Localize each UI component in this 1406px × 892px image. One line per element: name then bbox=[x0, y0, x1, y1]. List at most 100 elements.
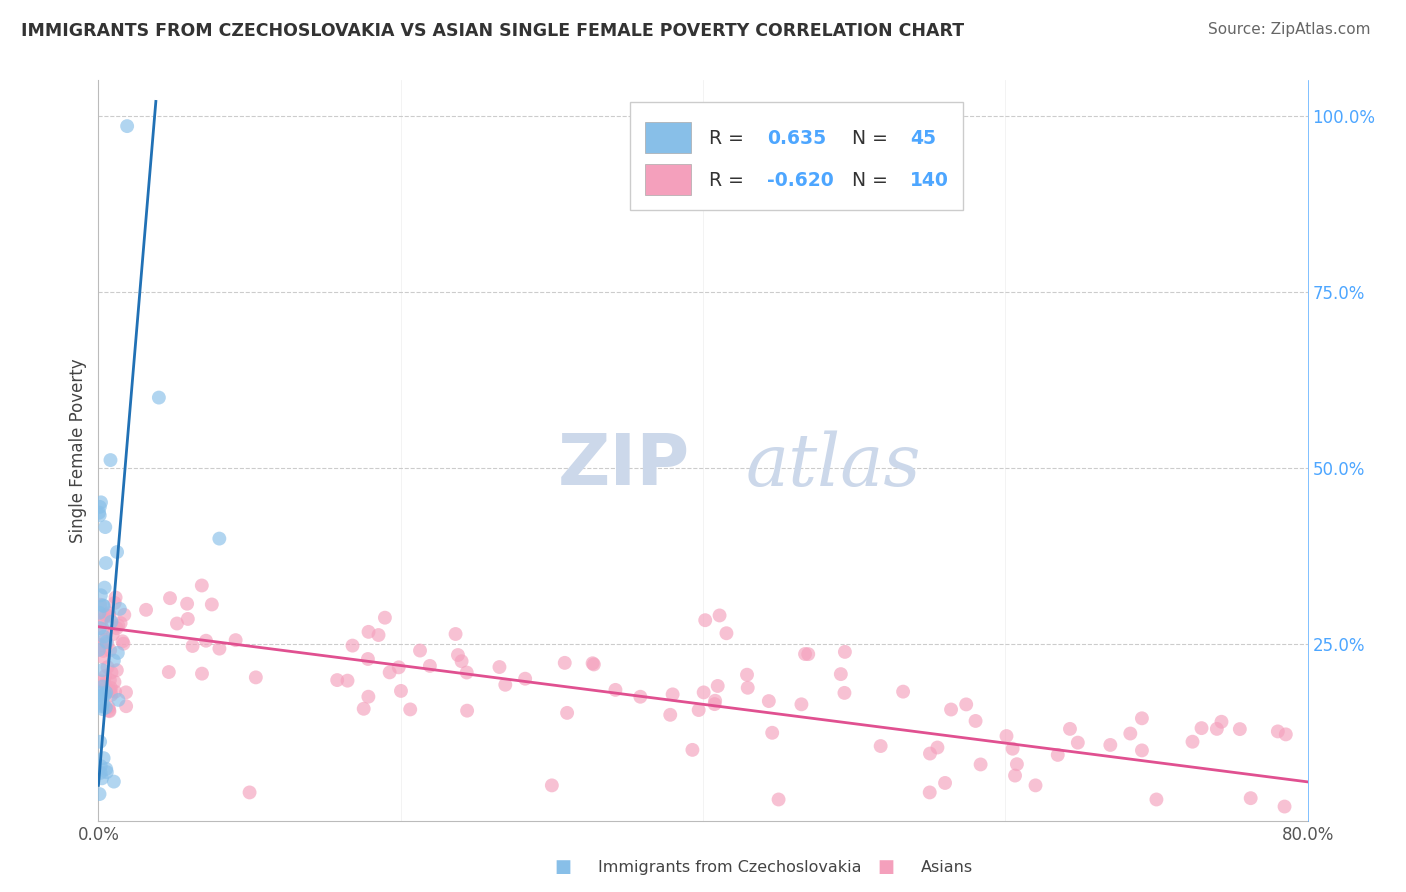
Point bbox=[456, 704, 478, 718]
Point bbox=[159, 591, 181, 606]
Point bbox=[357, 652, 380, 666]
Point bbox=[98, 673, 121, 687]
Point bbox=[87, 643, 110, 657]
Text: ZIP: ZIP bbox=[558, 431, 690, 500]
Point bbox=[1267, 724, 1289, 739]
Point bbox=[96, 685, 118, 699]
Point bbox=[89, 735, 111, 749]
Point bbox=[955, 698, 977, 712]
Point bbox=[768, 792, 790, 806]
Point bbox=[115, 699, 138, 714]
Point bbox=[90, 765, 112, 780]
Point bbox=[103, 675, 125, 690]
Point bbox=[1119, 726, 1142, 740]
Text: ■: ■ bbox=[877, 858, 894, 876]
Point bbox=[969, 757, 991, 772]
Point bbox=[709, 608, 731, 623]
Point bbox=[692, 685, 714, 699]
Point bbox=[107, 618, 129, 632]
Point bbox=[208, 641, 231, 656]
Point bbox=[1275, 727, 1298, 741]
Point bbox=[96, 635, 118, 649]
Point bbox=[581, 657, 603, 671]
Point bbox=[1046, 747, 1069, 762]
Point bbox=[91, 772, 114, 786]
Point bbox=[177, 612, 200, 626]
FancyBboxPatch shape bbox=[630, 103, 963, 210]
Point bbox=[790, 698, 813, 712]
Point bbox=[830, 667, 852, 681]
Point bbox=[94, 632, 117, 647]
Point bbox=[101, 627, 124, 641]
Point bbox=[91, 680, 114, 694]
Point bbox=[93, 676, 115, 690]
Point bbox=[93, 644, 115, 658]
Point bbox=[100, 615, 122, 629]
Point bbox=[409, 643, 432, 657]
Point bbox=[103, 774, 125, 789]
Point bbox=[353, 702, 375, 716]
Point bbox=[98, 608, 121, 623]
Point bbox=[1191, 721, 1213, 735]
Point bbox=[1274, 799, 1296, 814]
Point bbox=[336, 673, 359, 688]
Point bbox=[195, 633, 218, 648]
Y-axis label: Single Female Poverty: Single Female Poverty bbox=[69, 359, 87, 542]
Text: IMMIGRANTS FROM CZECHOSLOVAKIA VS ASIAN SINGLE FEMALE POVERTY CORRELATION CHART: IMMIGRANTS FROM CZECHOSLOVAKIA VS ASIAN … bbox=[21, 22, 965, 40]
Text: Immigrants from Czechoslovakia: Immigrants from Czechoslovakia bbox=[598, 860, 860, 874]
Point bbox=[326, 673, 349, 687]
Point bbox=[447, 648, 470, 662]
Point bbox=[737, 681, 759, 695]
Bar bbox=[645, 164, 690, 195]
Point bbox=[112, 637, 135, 651]
Point bbox=[965, 714, 987, 728]
Point bbox=[225, 633, 247, 648]
Point bbox=[148, 391, 170, 405]
Point bbox=[797, 647, 820, 661]
Point bbox=[834, 686, 856, 700]
Point bbox=[208, 532, 231, 546]
Point bbox=[191, 578, 214, 592]
Point bbox=[87, 506, 110, 520]
Point bbox=[91, 702, 114, 716]
Point bbox=[357, 624, 380, 639]
Point bbox=[1211, 714, 1233, 729]
Point bbox=[239, 785, 262, 799]
Point bbox=[108, 602, 131, 616]
Point bbox=[93, 630, 115, 644]
Point bbox=[716, 626, 738, 640]
Point bbox=[1130, 743, 1153, 757]
Point bbox=[89, 598, 111, 612]
Point bbox=[628, 690, 651, 704]
Point bbox=[1130, 711, 1153, 725]
Point bbox=[107, 693, 129, 707]
Point bbox=[444, 627, 467, 641]
Point bbox=[94, 608, 117, 623]
Point bbox=[89, 638, 111, 652]
Point bbox=[90, 674, 112, 689]
Point bbox=[98, 704, 121, 718]
Point bbox=[891, 684, 914, 698]
Point bbox=[100, 453, 122, 467]
Text: atlas: atlas bbox=[745, 430, 921, 500]
Point bbox=[1205, 722, 1227, 736]
Point bbox=[1229, 722, 1251, 736]
Point bbox=[90, 615, 112, 630]
Point bbox=[681, 743, 703, 757]
Text: 140: 140 bbox=[910, 170, 949, 190]
Point bbox=[450, 654, 472, 668]
Point bbox=[93, 650, 115, 665]
Text: -0.620: -0.620 bbox=[768, 170, 834, 190]
Point bbox=[388, 660, 411, 674]
Point bbox=[1067, 736, 1090, 750]
Point bbox=[661, 687, 683, 701]
Point bbox=[1240, 791, 1263, 805]
Point bbox=[735, 667, 758, 681]
Point bbox=[176, 597, 198, 611]
Point bbox=[89, 508, 111, 523]
Point bbox=[1059, 722, 1081, 736]
Point bbox=[1001, 741, 1024, 756]
Point bbox=[582, 657, 605, 672]
Point bbox=[94, 520, 117, 534]
Point bbox=[834, 645, 856, 659]
